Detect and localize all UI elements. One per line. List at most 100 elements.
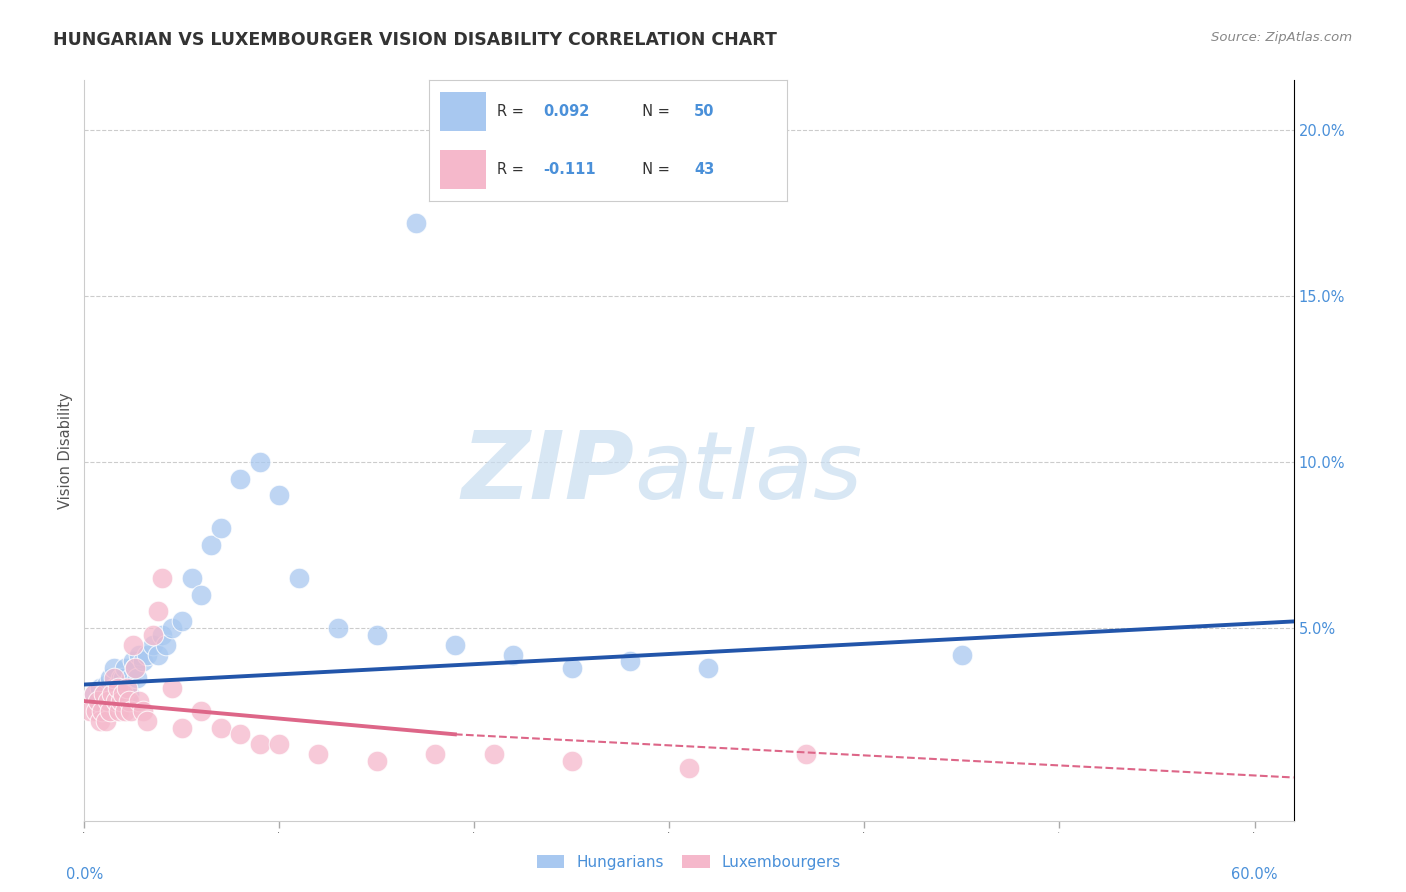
Point [950, 648, 973, 662]
Point [108, 704, 131, 718]
Point [112, 671, 135, 685]
Point [114, 661, 136, 675]
Point [269, 737, 291, 751]
Point [425, 747, 447, 762]
Point [94, 714, 117, 728]
Point [148, 648, 170, 662]
Point [502, 648, 524, 662]
Point [93, 688, 115, 702]
Legend: Hungarians, Luxembourgers: Hungarians, Luxembourgers [530, 848, 848, 876]
Point [107, 677, 129, 691]
Y-axis label: Vision Disability: Vision Disability [58, 392, 73, 508]
Point [124, 661, 146, 675]
Point [103, 681, 125, 695]
Point [135, 714, 157, 728]
Point [87, 694, 110, 708]
Point [200, 538, 222, 552]
Text: HUNGARIAN VS LUXEMBOURGER VISION DISABILITY CORRELATION CHART: HUNGARIAN VS LUXEMBOURGER VISION DISABIL… [53, 31, 778, 49]
Point [125, 671, 148, 685]
Text: 0.0%: 0.0% [66, 867, 103, 882]
Point [103, 671, 125, 685]
Point [89, 681, 111, 695]
Point [170, 615, 193, 629]
Text: N =: N = [633, 104, 675, 120]
Text: 60.0%: 60.0% [1232, 867, 1278, 882]
Point [561, 661, 583, 675]
Point [87, 694, 110, 708]
Point [150, 628, 173, 642]
Point [326, 621, 349, 635]
Point [124, 661, 146, 675]
Point [170, 721, 193, 735]
Point [444, 638, 467, 652]
Point [128, 648, 150, 662]
Point [619, 654, 641, 668]
Point [678, 760, 700, 774]
Point [288, 571, 311, 585]
Point [160, 681, 183, 695]
Text: atlas: atlas [634, 427, 863, 518]
Point [120, 671, 142, 685]
Point [269, 488, 291, 502]
Point [100, 688, 122, 702]
Point [128, 694, 150, 708]
Point [114, 704, 136, 718]
Point [110, 694, 132, 708]
Point [108, 688, 131, 702]
Point [117, 677, 139, 691]
Point [405, 216, 427, 230]
Point [794, 747, 817, 762]
Text: 50: 50 [695, 104, 714, 120]
Text: ZIP: ZIP [461, 426, 634, 518]
Point [83, 688, 105, 702]
Point [697, 661, 720, 675]
Point [148, 605, 170, 619]
Point [110, 671, 132, 685]
Point [229, 472, 252, 486]
Point [190, 588, 212, 602]
Point [97, 694, 120, 708]
Point [180, 571, 202, 585]
Point [79, 704, 101, 718]
Point [122, 638, 145, 652]
Point [118, 694, 141, 708]
Point [155, 638, 177, 652]
Point [90, 704, 112, 718]
Point [561, 754, 583, 768]
Point [93, 688, 115, 702]
Bar [440, 150, 486, 188]
Point [249, 455, 271, 469]
Point [89, 714, 111, 728]
Text: 43: 43 [695, 161, 714, 177]
Point [142, 628, 165, 642]
Point [135, 648, 157, 662]
Point [142, 638, 165, 652]
Point [482, 747, 505, 762]
Text: R =: R = [496, 104, 529, 120]
Text: -0.111: -0.111 [544, 161, 596, 177]
Point [104, 694, 127, 708]
Point [98, 704, 121, 718]
Point [103, 661, 125, 675]
Text: Source: ZipAtlas.com: Source: ZipAtlas.com [1212, 31, 1353, 45]
Point [97, 694, 120, 708]
Point [104, 694, 127, 708]
Point [98, 671, 121, 685]
Point [83, 688, 105, 702]
Text: R =: R = [496, 161, 529, 177]
Point [209, 521, 232, 535]
Point [94, 677, 117, 691]
Point [107, 681, 129, 695]
Point [249, 737, 271, 751]
Point [90, 704, 112, 718]
Point [160, 621, 183, 635]
Point [307, 747, 329, 762]
Point [118, 688, 141, 702]
Point [132, 704, 155, 718]
Point [117, 681, 139, 695]
Point [120, 704, 142, 718]
Point [366, 628, 388, 642]
Point [132, 654, 155, 668]
Point [190, 704, 212, 718]
Point [112, 688, 135, 702]
